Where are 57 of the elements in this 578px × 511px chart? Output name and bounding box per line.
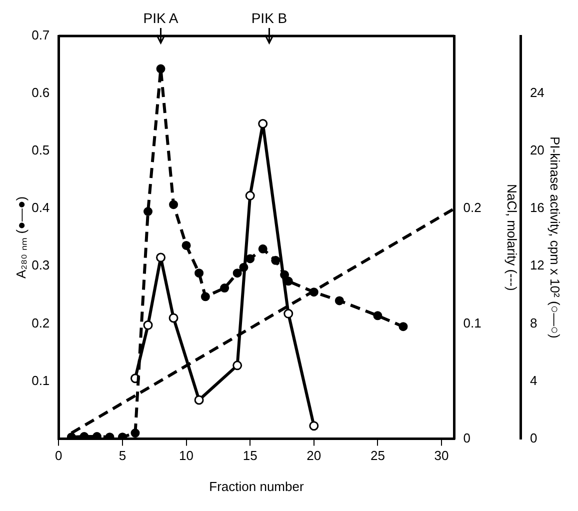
point: [258, 244, 268, 254]
y-tick-label: 0.5: [32, 142, 50, 158]
y-tick-label: 0.7: [32, 28, 50, 43]
y-tick-label: 0.3: [32, 258, 50, 273]
point: [373, 311, 382, 320]
point: [169, 200, 178, 210]
y3-tick-label: 16: [530, 200, 544, 216]
point: [232, 268, 242, 278]
point: [258, 119, 268, 129]
point: [168, 313, 178, 323]
point: [334, 296, 344, 306]
y-tick-label: 0.6: [32, 85, 50, 100]
x-tick-label: 25: [370, 448, 385, 464]
point: [156, 252, 166, 262]
y2-axis-title: NaCl, molarity (---): [504, 184, 520, 291]
point: [194, 268, 204, 278]
y-tick-label: 0.1: [32, 372, 50, 388]
y-axis-title: A₂₈₀ ₙₘ (●—●): [13, 196, 28, 278]
y2-tick-label: 0: [463, 430, 471, 446]
y-tick-label: 0.2: [32, 315, 50, 330]
point: [280, 270, 290, 280]
point: [130, 428, 140, 438]
point: [220, 284, 230, 293]
ref-line-label: PIK B: [251, 10, 288, 26]
point: [194, 395, 204, 405]
y2-tick-label: 0.2: [463, 200, 482, 216]
point: [309, 288, 318, 297]
x-tick-label: 15: [242, 448, 258, 464]
point: [143, 320, 153, 330]
point: [246, 254, 255, 264]
point: [200, 292, 210, 302]
y3-tick-label: 4: [530, 372, 538, 388]
point: [309, 421, 319, 431]
x-axis-title: Fraction number: [209, 478, 304, 494]
point: [398, 322, 408, 332]
point: [271, 256, 280, 265]
y2-tick-label: 0.1: [463, 315, 482, 330]
y3-axis-title: PI-kinase activity, cpm x 10² (○—○): [548, 136, 563, 338]
y3-tick-label: 24: [530, 85, 544, 100]
y3-tick-label: 20: [530, 142, 544, 158]
point: [284, 308, 294, 318]
point: [156, 64, 166, 74]
point: [245, 190, 255, 200]
y-tick-label: 0.4: [32, 200, 50, 216]
y3-tick-label: 12: [530, 258, 544, 273]
x-tick-label: 0: [55, 448, 62, 464]
y3-tick-label: 0: [530, 430, 538, 446]
y3-tick-label: 8: [530, 315, 538, 330]
point: [232, 360, 242, 370]
point: [182, 240, 191, 250]
point: [144, 207, 152, 216]
point: [239, 262, 248, 272]
x-tick-label: 20: [306, 448, 322, 464]
x-tick-label: 30: [434, 448, 449, 464]
ref-line-label: PIK A: [143, 10, 179, 26]
x-tick-label: 10: [179, 448, 194, 464]
x-tick-label: 5: [118, 448, 126, 464]
